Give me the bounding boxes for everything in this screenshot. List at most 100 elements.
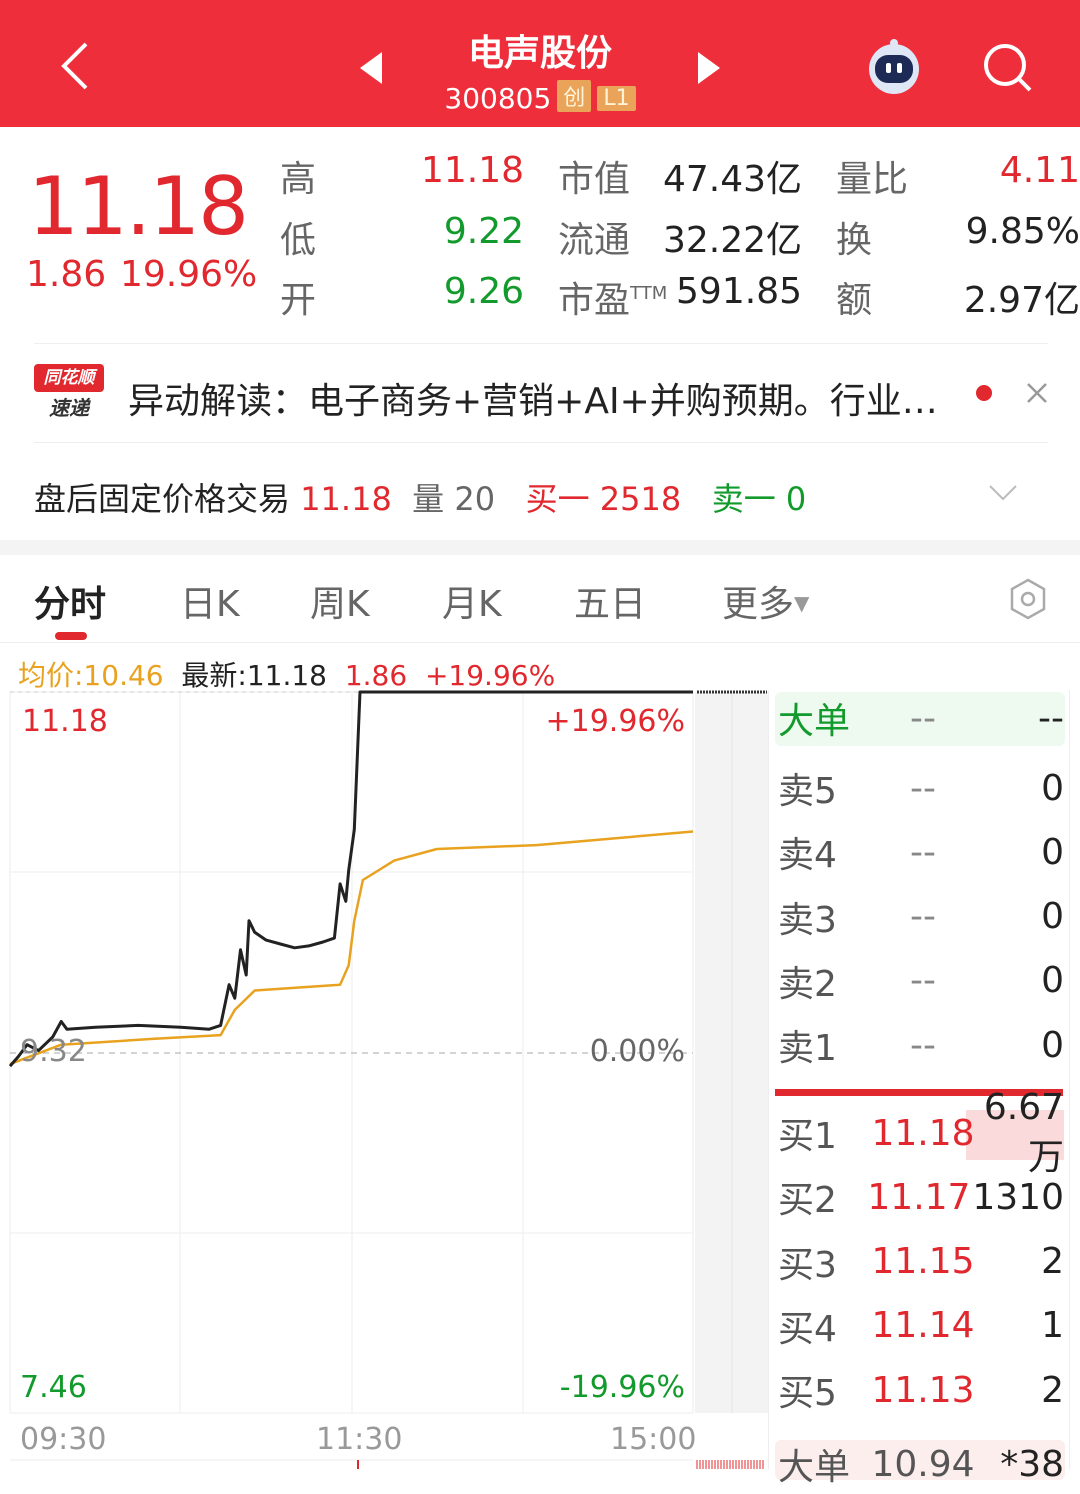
pe-label: 市盈TTM	[558, 271, 667, 323]
y-tick-right-mid: 0.00%	[589, 1034, 685, 1069]
avg-line	[9, 830, 694, 1066]
back-icon[interactable]	[58, 40, 94, 92]
tab-monthly-k[interactable]: 月K	[442, 584, 502, 625]
buy-volume: 6.67万	[983, 1086, 1064, 1178]
sell-price: --	[910, 831, 936, 873]
buy-row[interactable]: 买3 11.15 2	[778, 1232, 1064, 1292]
market-cap-label: 市值	[558, 159, 631, 200]
big-order-row-top[interactable]: 大单 -- --	[778, 688, 1064, 748]
sell-level-label: 卖1	[778, 1028, 837, 1070]
buy1-volume-highlight	[966, 1110, 1064, 1160]
bid-ask-separator	[775, 1089, 1063, 1096]
after-hours-vol: 20	[454, 480, 496, 518]
amount-label: 额	[836, 280, 873, 321]
high-label: 高	[280, 159, 317, 200]
logo-bottom: 速递	[49, 396, 89, 420]
intraday-chart[interactable]	[0, 685, 770, 1469]
sell-row[interactable]: 卖5 -- 0	[778, 758, 1064, 818]
sell-row[interactable]: 卖2 -- 0	[778, 951, 1064, 1011]
section-gap	[0, 540, 1080, 555]
buy-row[interactable]: 买1 11.18 6.67万	[778, 1087, 1064, 1178]
sell-level-label: 卖5	[778, 771, 837, 812]
tab-more[interactable]: 更多▼	[722, 575, 809, 627]
buy-volume: 2	[1041, 1241, 1064, 1283]
big-order-row-bottom[interactable]: 大单 10.94 *38	[778, 1434, 1064, 1494]
stock-name: 电声股份	[467, 33, 612, 74]
pe-ttm-sup: TTM	[630, 283, 668, 304]
sell-row[interactable]: 卖1 -- 0	[778, 1015, 1064, 1075]
stock-code: 300805	[444, 82, 552, 115]
sell-row[interactable]: 卖3 -- 0	[778, 887, 1064, 947]
buy-price: 11.17	[867, 1176, 971, 1218]
sell-price: --	[910, 896, 936, 938]
low-label: 低	[280, 220, 317, 261]
search-icon[interactable]	[982, 42, 1034, 94]
sell-level-label: 卖4	[778, 835, 837, 877]
y-tick-right-high: +19.96%	[545, 704, 685, 739]
tab-intraday[interactable]: 分时	[34, 584, 107, 625]
big-order-bottom-vol: *38	[1000, 1443, 1064, 1485]
y-tick-mid: 9.32	[20, 1034, 87, 1069]
buy-row[interactable]: 买2 11.17 1310	[778, 1167, 1064, 1227]
settings-icon[interactable]	[1008, 578, 1048, 620]
x-tick-open: 09:30	[20, 1422, 107, 1457]
big-order-b: --	[1038, 697, 1064, 739]
buy-volume: 1310	[972, 1176, 1064, 1218]
divider	[0, 642, 1080, 643]
big-order-a: --	[910, 697, 936, 739]
after-hours-row[interactable]: 盘后固定价格交易 11.18 量 20 买一 2518 卖一 0	[34, 474, 806, 520]
after-hours-price: 11.18	[300, 480, 392, 518]
chevron-down-icon[interactable]	[988, 484, 1018, 502]
buy-row[interactable]: 买4 11.14 1	[778, 1296, 1064, 1356]
buy-level-label: 买1	[778, 1116, 837, 1157]
robot-assistant-icon[interactable]	[864, 38, 924, 96]
volume-ratio-label: 量比	[836, 159, 909, 200]
open-label: 开	[280, 280, 317, 321]
buy-level-label: 买4	[778, 1308, 837, 1350]
big-order-bottom-price: 10.94	[871, 1443, 975, 1485]
after-hours-label: 盘后固定价格交易	[34, 480, 291, 518]
sell-row[interactable]: 卖4 -- 0	[778, 822, 1064, 882]
after-hours-vol-label: 量	[412, 480, 445, 518]
low-value: 9.22	[443, 211, 524, 252]
buy-row[interactable]: 买5 11.13 2	[778, 1360, 1064, 1420]
buy-level-label: 买5	[778, 1373, 837, 1415]
after-hours-buy: 2518	[599, 480, 682, 518]
divider	[34, 343, 1048, 344]
buy-level-label: 买2	[778, 1180, 837, 1222]
sell-price: --	[910, 960, 936, 1002]
dropdown-triangle-icon: ▼	[794, 591, 810, 615]
latest-change-pct: +19.96%	[424, 659, 556, 692]
news-headline[interactable]: 异动解读：电子商务+营销+AI+并购预期。行业…	[128, 381, 938, 422]
close-icon[interactable]	[1026, 382, 1048, 404]
high-value: 11.18	[420, 150, 524, 191]
buy-volume: 2	[1041, 1369, 1064, 1411]
buy-price: 11.18	[871, 1112, 975, 1154]
prev-stock-icon[interactable]	[360, 52, 384, 84]
avg-price: 均价:10.46	[18, 659, 164, 692]
sell-volume: 0	[1041, 960, 1064, 1002]
sell-price: --	[910, 767, 936, 809]
y-tick-low: 7.46	[20, 1370, 87, 1405]
turnover-label: 换	[836, 220, 873, 261]
latest-change: 1.86	[344, 659, 408, 692]
next-stock-icon[interactable]	[698, 52, 722, 84]
buy-price: 11.14	[871, 1305, 975, 1347]
ths-news-logo: 同花顺 速递	[34, 364, 104, 424]
latest-price: 最新:11.18	[181, 659, 327, 692]
big-order-bg	[775, 692, 1065, 746]
sell-level-label: 卖3	[778, 899, 837, 941]
big-order-label: 大单	[778, 701, 851, 742]
buy-price: 11.13	[871, 1369, 975, 1411]
y-tick-high: 11.18	[22, 704, 108, 739]
top-bar: 电声股份 300805 创 L1	[0, 0, 1080, 127]
tab-daily-k[interactable]: 日K	[180, 584, 240, 625]
pe-label-text: 市盈	[558, 280, 631, 321]
divider	[34, 442, 1048, 443]
tab-five-day[interactable]: 五日	[574, 584, 647, 625]
tab-weekly-k[interactable]: 周K	[310, 584, 370, 625]
unread-dot	[976, 385, 992, 401]
sell-volume: 0	[1041, 896, 1064, 938]
chart-info-bar: 均价:10.46 最新:11.18 1.86 +19.96%	[18, 654, 555, 694]
after-hours-sell: 0	[785, 480, 807, 518]
